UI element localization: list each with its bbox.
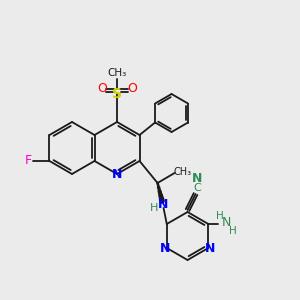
Text: N: N: [205, 242, 215, 254]
Text: O: O: [97, 82, 107, 94]
Text: C: C: [194, 183, 201, 193]
Text: N: N: [222, 217, 231, 230]
Text: CH₃: CH₃: [173, 167, 192, 177]
Text: H: H: [150, 203, 159, 213]
Text: N: N: [192, 172, 203, 184]
Text: H: H: [230, 226, 237, 236]
Text: CH₃: CH₃: [107, 68, 127, 78]
Text: S: S: [112, 87, 122, 101]
Text: N: N: [160, 242, 170, 254]
Text: N: N: [112, 167, 122, 181]
Text: N: N: [158, 199, 169, 212]
Text: H: H: [217, 211, 224, 221]
Text: O: O: [127, 82, 137, 94]
Text: F: F: [25, 154, 32, 167]
